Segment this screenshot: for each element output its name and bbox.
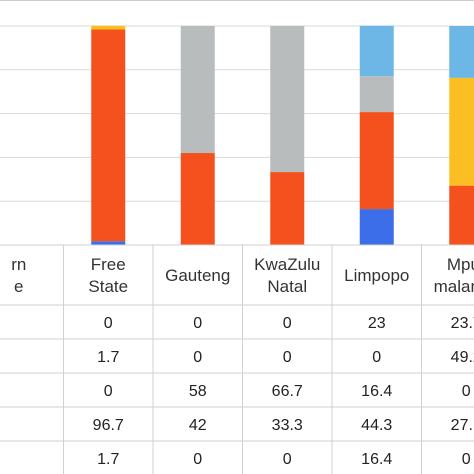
table-cell-value: 0 [104, 383, 113, 400]
bar-segment [91, 25, 126, 30]
bar-segment [270, 172, 305, 245]
category-label: Limpopo [344, 266, 409, 285]
table-cell-value: 23.7 [451, 315, 474, 332]
category-label: malanga [434, 277, 474, 296]
data-table-grid [0, 244, 474, 474]
gridlines [0, 25, 474, 246]
category-label: State [88, 277, 128, 296]
table-cell-value: 0 [462, 383, 471, 400]
table-cell-value: 0 [283, 315, 292, 332]
table-cell-value: 66.7 [272, 383, 303, 400]
category-label: Natal [267, 277, 307, 296]
table-cell-value: 49.2 [451, 349, 474, 366]
table-cell-value: 0 [193, 451, 202, 468]
category-label: Gauteng [165, 266, 230, 285]
bar-segment [449, 26, 474, 78]
table-cell-value: 0 [283, 451, 292, 468]
table-cell-value: 33.3 [272, 417, 303, 434]
table-cell-value: 0 [283, 349, 292, 366]
bar-segment [270, 26, 305, 173]
table-cell-value: 96.7 [93, 417, 124, 434]
table-cell-value: 1.7 [97, 349, 119, 366]
bar-segment [449, 185, 474, 245]
bar-segment [359, 25, 394, 77]
table-cell-value: 0 [372, 349, 381, 366]
bars [91, 25, 474, 245]
table-cell-value: 0 [104, 315, 113, 332]
table-cell-value: 0 [193, 349, 202, 366]
table-cell-value: 0 [193, 315, 202, 332]
category-label: Free [91, 255, 126, 274]
table-cell-value: 16.4 [361, 383, 392, 400]
table-cell-value: 1.7 [97, 451, 119, 468]
table-cell-value: 27.1 [451, 417, 474, 434]
category-label: KwaZulu [254, 255, 320, 274]
category-labels: rn e Free State Gauteng KwaZulu Natal Limpopo Mp… [11, 255, 474, 296]
category-label: Mpu- [447, 255, 474, 274]
category-label: e [14, 277, 23, 296]
bar-segment [180, 26, 215, 154]
table-cell-value: 42 [189, 417, 207, 434]
table-cell-value: 16.4 [361, 451, 392, 468]
data-table-cells: 0002323.731.700049.205866.716.4096.74233… [93, 315, 474, 468]
bar-segment [449, 77, 474, 186]
category-label: rn [11, 255, 26, 274]
bar-segment [180, 153, 215, 245]
table-cell-value: 23 [368, 315, 386, 332]
bar-segment [359, 76, 394, 113]
bar-segment [359, 112, 394, 210]
table-cell-value: 0 [462, 451, 471, 468]
bar-segment [91, 241, 126, 245]
bar-segment [359, 209, 394, 245]
table-cell-value: 58 [189, 383, 207, 400]
table-cell-value: 44.3 [361, 417, 392, 434]
bar-segment [91, 29, 126, 242]
